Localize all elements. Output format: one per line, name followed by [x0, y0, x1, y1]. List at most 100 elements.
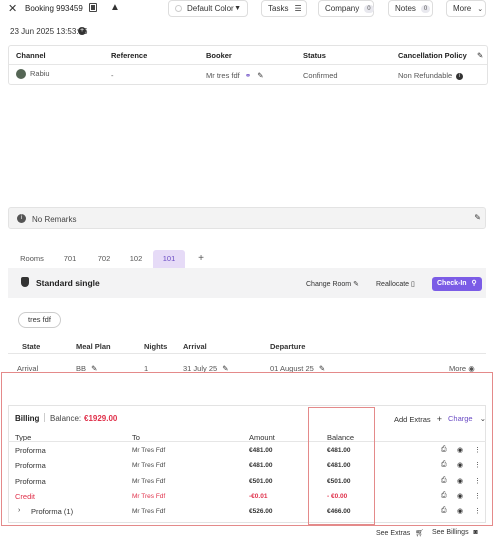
edit-icon[interactable]: ✎ — [318, 364, 326, 373]
check-in-label: Check-In — [437, 280, 467, 287]
row-balance: €466.00 — [327, 508, 351, 515]
warning-icon[interactable]: ▲ — [110, 2, 120, 13]
eye-icon[interactable]: ◉ — [457, 478, 464, 485]
plus-icon: + — [436, 414, 443, 424]
kebab-menu-icon[interactable]: ⋮ — [474, 508, 481, 515]
see-extras-link[interactable]: See Extras 🛒︎ — [376, 529, 424, 537]
row-type: Credit — [15, 492, 36, 501]
chevron-down-icon: ▼ — [234, 5, 241, 12]
table-row[interactable]: Proforma Mr Tres Fdf €481.00 €481.00 ⎙ ◉… — [0, 460, 495, 474]
row-amount: €481.00 — [249, 462, 273, 469]
header-departure: Departure — [270, 342, 306, 351]
avatar — [16, 69, 26, 80]
print-icon[interactable]: ⎙ — [441, 507, 447, 514]
info-icon: i — [17, 214, 26, 223]
header-type: Type — [15, 433, 32, 442]
tab-rooms[interactable]: Rooms — [20, 254, 44, 263]
chevron-down-icon: ⌄ — [477, 5, 484, 13]
edit-icon[interactable]: ✎ — [474, 213, 481, 222]
status-value: Confirmed — [303, 71, 338, 80]
charge-button[interactable]: Charge ⌄ — [448, 414, 486, 423]
company-label: Company — [325, 4, 360, 13]
table-row[interactable]: Credit Mr Tres Fdf -€0.01 - €0.00 ⎙ ◉ ⋮ — [0, 491, 495, 505]
copy-icon[interactable] — [89, 3, 97, 12]
color-select-label: Default Color — [187, 4, 234, 13]
print-icon[interactable]: ⎙ — [441, 461, 447, 468]
tab-room-101[interactable]: 101 — [153, 250, 185, 268]
divider — [8, 441, 486, 442]
room-header: Standard single Change Room ✎ Reallocate… — [8, 268, 486, 298]
header-cancellation: Cancellation Policy — [398, 51, 467, 60]
color-select[interactable]: Default Color ▼ — [168, 0, 248, 17]
meal-plan-value: BB — [76, 364, 87, 373]
add-extras-button[interactable]: Add Extras + — [394, 414, 442, 424]
departure-cell[interactable]: 01 August 25 ✎ — [270, 364, 325, 373]
row-type: Proforma — [15, 477, 46, 486]
table-row[interactable]: Proforma Mr Tres Fdf €501.00 €501.00 ⎙ ◉… — [0, 476, 495, 490]
header-arrival: Arrival — [183, 342, 207, 351]
print-icon[interactable]: ⎙ — [441, 477, 447, 484]
info-icon[interactable]: i — [456, 72, 464, 80]
kebab-menu-icon[interactable]: ⋮ — [474, 462, 481, 469]
meal-plan-cell[interactable]: BB ✎ — [76, 364, 97, 373]
header-to: To — [132, 433, 140, 442]
add-room-tab[interactable]: + — [198, 253, 204, 264]
print-icon[interactable]: ⎙ — [441, 492, 447, 499]
table-row[interactable]: Proforma Mr Tres Fdf €481.00 €481.00 ⎙ ◉… — [0, 445, 495, 459]
kebab-menu-icon[interactable]: ⋮ — [474, 493, 481, 500]
eye-icon[interactable]: ◉ — [457, 462, 464, 469]
key-icon: ⚲ — [471, 280, 477, 287]
cancellation-cell: Non Refundable i — [398, 71, 464, 80]
remarks-bar: i No Remarks ✎ — [8, 207, 486, 229]
notes-count-badge: 0 — [420, 4, 431, 13]
charge-label: Charge — [448, 414, 473, 423]
chevron-down-icon: ⌄ — [479, 414, 486, 423]
change-room-button[interactable]: Change Room ✎ — [306, 280, 359, 288]
kebab-menu-icon[interactable]: ⋮ — [474, 478, 481, 485]
tab-room-102[interactable]: 102 — [129, 254, 143, 263]
balance-label: Balance: — [50, 414, 82, 423]
edit-icon[interactable]: ✎ — [222, 364, 229, 373]
print-icon[interactable]: ⎙ — [441, 446, 447, 453]
kebab-menu-icon[interactable]: ⋮ — [474, 447, 481, 454]
row-amount: €526.00 — [249, 508, 273, 515]
eye-icon[interactable]: ◉ — [457, 493, 464, 500]
header-status: Status — [303, 51, 326, 60]
add-icon[interactable]: + — [78, 27, 86, 35]
chevron-right-icon[interactable]: › — [18, 507, 21, 514]
table-row[interactable]: › Proforma (1) Mr Tres Fdf €526.00 €466.… — [0, 506, 495, 520]
booker-value[interactable]: Mr tres fdf — [206, 71, 240, 80]
more-link[interactable]: More ◉ — [449, 364, 475, 373]
tasks-button[interactable]: Tasks ☰ — [261, 0, 307, 17]
billing-title: Billing — [15, 414, 40, 423]
eye-icon[interactable]: ◉ — [457, 508, 464, 515]
more-button[interactable]: More ⌄ — [446, 0, 486, 17]
close-icon[interactable]: ✕ — [8, 3, 18, 15]
reallocate-button[interactable]: Reallocate ▯ — [376, 280, 415, 288]
eye-icon[interactable]: ◉ — [457, 447, 464, 454]
row-to: Mr Tres Fdf — [132, 493, 166, 500]
company-button[interactable]: Company 0 — [318, 0, 374, 17]
arrival-cell[interactable]: 31 July 25 ✎ — [183, 364, 229, 373]
tab-room-702[interactable]: 702 — [97, 254, 111, 263]
channel-cell: Rabiu — [16, 69, 50, 80]
header-channel: Channel — [16, 51, 46, 60]
door-icon: ▯ — [411, 281, 415, 288]
reallocate-label: Reallocate — [376, 281, 410, 288]
edit-icon[interactable]: ✎ — [477, 51, 484, 60]
header-state: State — [22, 342, 41, 351]
check-in-button[interactable]: Check-In ⚲ — [432, 277, 482, 291]
add-extras-label: Add Extras — [394, 415, 431, 424]
notes-button[interactable]: Notes 0 — [388, 0, 433, 17]
row-type: Proforma — [15, 461, 46, 470]
more-label: More — [453, 4, 472, 13]
edit-icon[interactable]: ✎ — [257, 71, 264, 80]
tab-room-701[interactable]: 701 — [63, 254, 77, 263]
booker-cell[interactable]: Mr tres fdf ⚭ ✎ — [206, 71, 264, 80]
link-icon[interactable]: ⚭ — [244, 71, 252, 80]
guest-chip[interactable]: tres fdf — [18, 312, 61, 328]
edit-icon[interactable]: ✎ — [91, 364, 98, 373]
header-nights: Nights — [144, 342, 168, 351]
see-billings-link[interactable]: See Billings ◙ — [432, 529, 478, 536]
billing-panel — [8, 405, 486, 523]
